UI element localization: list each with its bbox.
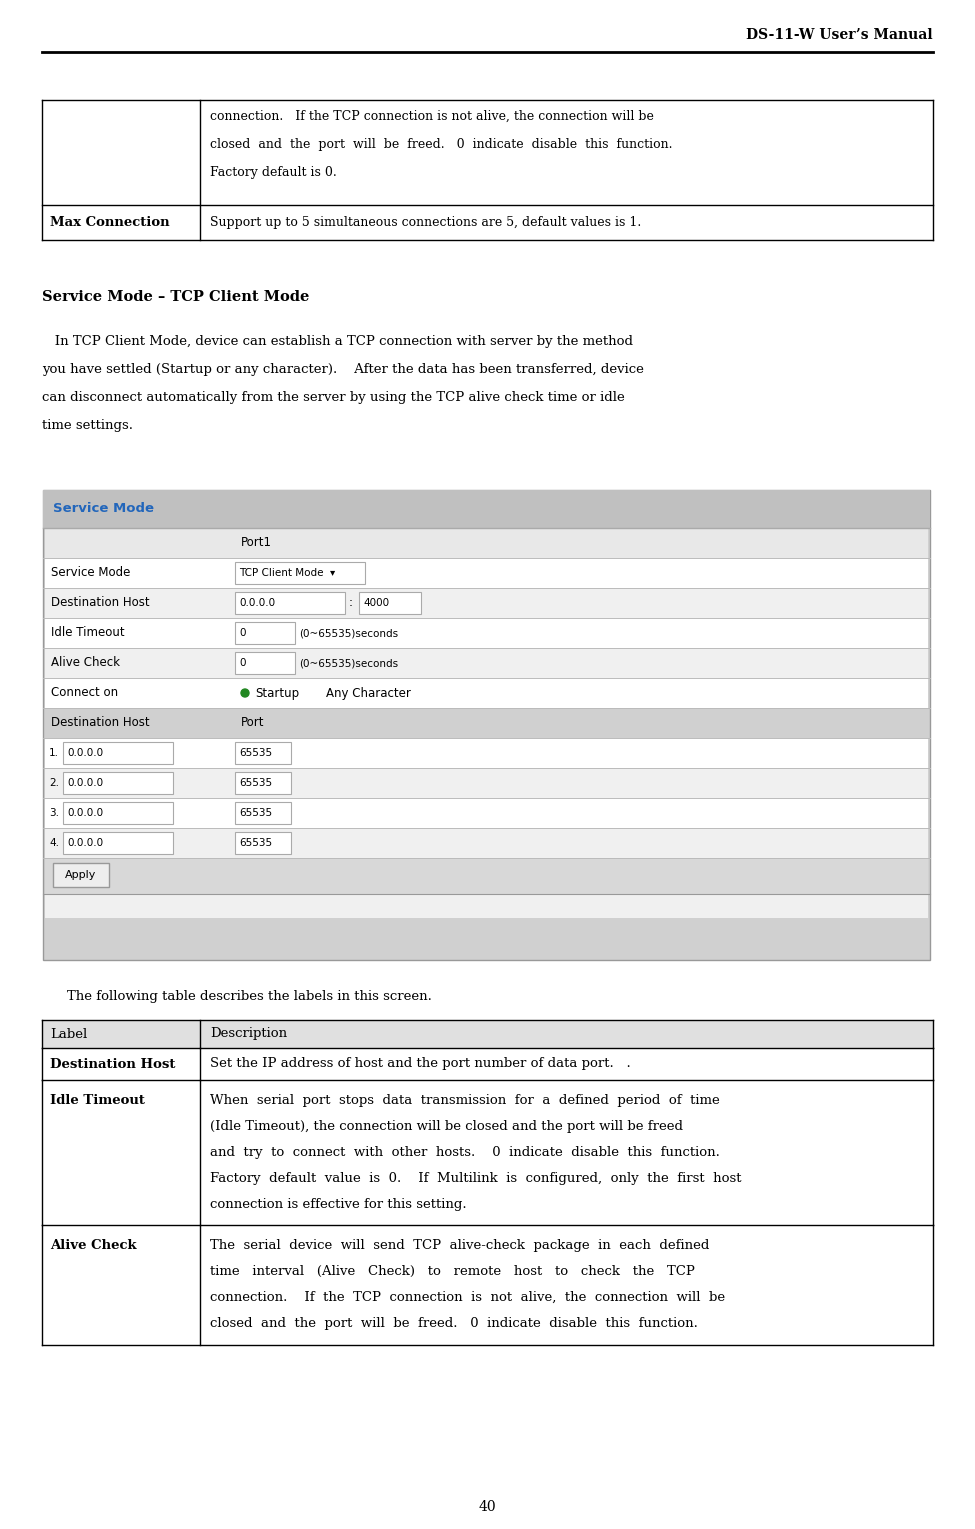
Text: Destination Host: Destination Host bbox=[51, 717, 149, 729]
Text: (0~65535)seconds: (0~65535)seconds bbox=[299, 628, 398, 638]
Text: 65535: 65535 bbox=[239, 838, 272, 849]
Text: Service Mode: Service Mode bbox=[51, 567, 131, 579]
Text: 0.0.0.0: 0.0.0.0 bbox=[67, 748, 103, 758]
Bar bbox=[235, 622, 295, 644]
Text: 65535: 65535 bbox=[239, 807, 272, 818]
Text: Alive Check: Alive Check bbox=[51, 656, 120, 670]
Bar bbox=[45, 528, 928, 917]
Text: Service Mode – TCP Client Mode: Service Mode – TCP Client Mode bbox=[42, 291, 309, 304]
Text: Alive Check: Alive Check bbox=[50, 1238, 136, 1252]
Bar bbox=[359, 592, 421, 615]
Text: 0: 0 bbox=[239, 657, 246, 668]
Text: 2.: 2. bbox=[49, 778, 59, 787]
Bar bbox=[235, 651, 295, 674]
Text: closed  and  the  port  will  be  freed.   0  indicate  disable  this  function.: closed and the port will be freed. 0 ind… bbox=[210, 1316, 698, 1330]
Text: Connect on: Connect on bbox=[51, 687, 118, 699]
Bar bbox=[45, 798, 928, 829]
Bar bbox=[63, 772, 173, 794]
Text: Apply: Apply bbox=[65, 870, 97, 881]
Text: connection is effective for this setting.: connection is effective for this setting… bbox=[210, 1199, 467, 1211]
Text: In TCP Client Mode, device can establish a TCP connection with server by the met: In TCP Client Mode, device can establish… bbox=[42, 335, 633, 349]
Text: Port1: Port1 bbox=[241, 537, 272, 549]
Text: Service Mode: Service Mode bbox=[53, 503, 154, 515]
Text: Set the IP address of host and the port number of data port.   .: Set the IP address of host and the port … bbox=[210, 1058, 631, 1070]
Text: 0.0.0.0: 0.0.0.0 bbox=[67, 807, 103, 818]
Text: Support up to 5 simultaneous connections are 5, default values is 1.: Support up to 5 simultaneous connections… bbox=[210, 216, 642, 229]
Text: 0.0.0.0: 0.0.0.0 bbox=[67, 778, 103, 787]
Bar bbox=[42, 1020, 933, 1047]
Text: The following table describes the labels in this screen.: The following table describes the labels… bbox=[67, 989, 432, 1003]
Bar bbox=[235, 563, 365, 584]
Bar bbox=[42, 205, 933, 240]
Text: Any Character: Any Character bbox=[326, 687, 410, 699]
Text: Factory default is 0.: Factory default is 0. bbox=[210, 167, 336, 179]
Text: :: : bbox=[349, 596, 353, 610]
Text: Port: Port bbox=[241, 717, 264, 729]
Bar bbox=[45, 739, 928, 768]
Text: Label: Label bbox=[50, 1027, 87, 1041]
Bar bbox=[45, 558, 928, 589]
Circle shape bbox=[241, 690, 249, 697]
Text: Idle Timeout: Idle Timeout bbox=[50, 1095, 145, 1107]
Text: and  try  to  connect  with  other  hosts.    0  indicate  disable  this  functi: and try to connect with other hosts. 0 i… bbox=[210, 1147, 720, 1159]
Text: time settings.: time settings. bbox=[42, 419, 133, 433]
Bar bbox=[53, 862, 109, 887]
Text: 0: 0 bbox=[239, 628, 246, 638]
Bar bbox=[63, 832, 173, 855]
Bar bbox=[235, 832, 291, 855]
Bar bbox=[45, 768, 928, 798]
Bar bbox=[235, 742, 291, 764]
Bar bbox=[235, 592, 345, 615]
Text: 4.: 4. bbox=[49, 838, 59, 849]
Text: connection.   If the TCP connection is not alive, the connection will be: connection. If the TCP connection is not… bbox=[210, 110, 654, 122]
Bar bbox=[43, 489, 930, 528]
Text: time   interval   (Alive   Check)   to   remote   host   to   check   the   TCP: time interval (Alive Check) to remote ho… bbox=[210, 1264, 695, 1278]
Text: can disconnect automatically from the server by using the TCP alive check time o: can disconnect automatically from the se… bbox=[42, 391, 625, 404]
Bar bbox=[45, 648, 928, 677]
Text: Idle Timeout: Idle Timeout bbox=[51, 627, 125, 639]
Text: When  serial  port  stops  data  transmission  for  a  defined  period  of  time: When serial port stops data transmission… bbox=[210, 1095, 720, 1107]
Text: Description: Description bbox=[210, 1027, 287, 1041]
Text: you have settled (Startup or any character).    After the data has been transfer: you have settled (Startup or any charact… bbox=[42, 362, 644, 376]
Text: closed  and  the  port  will  be  freed.   0  indicate  disable  this  function.: closed and the port will be freed. 0 ind… bbox=[210, 138, 673, 151]
Bar bbox=[43, 489, 930, 960]
Bar bbox=[63, 742, 173, 764]
Bar bbox=[45, 589, 928, 618]
Bar bbox=[235, 772, 291, 794]
Text: 65535: 65535 bbox=[239, 778, 272, 787]
Text: (0~65535)seconds: (0~65535)seconds bbox=[299, 657, 398, 668]
Bar bbox=[45, 829, 928, 858]
Text: 0.0.0.0: 0.0.0.0 bbox=[239, 598, 275, 609]
Text: Startup: Startup bbox=[255, 687, 299, 699]
Text: connection.    If  the  TCP  connection  is  not  alive,  the  connection  will : connection. If the TCP connection is not… bbox=[210, 1290, 725, 1304]
Text: 40: 40 bbox=[479, 1500, 496, 1514]
Text: The  serial  device  will  send  TCP  alive-check  package  in  each  defined: The serial device will send TCP alive-ch… bbox=[210, 1238, 710, 1252]
Bar bbox=[235, 803, 291, 824]
Bar bbox=[45, 618, 928, 648]
Bar bbox=[45, 677, 928, 708]
Text: 1.: 1. bbox=[49, 748, 59, 758]
Bar bbox=[63, 803, 173, 824]
Text: Max Connection: Max Connection bbox=[50, 216, 170, 229]
Text: Destination Host: Destination Host bbox=[51, 596, 149, 610]
Bar bbox=[45, 708, 928, 739]
Text: 0.0.0.0: 0.0.0.0 bbox=[67, 838, 103, 849]
Text: TCP Client Mode  ▾: TCP Client Mode ▾ bbox=[239, 567, 335, 578]
Bar bbox=[45, 528, 928, 558]
Text: 4000: 4000 bbox=[363, 598, 389, 609]
Text: 3.: 3. bbox=[49, 807, 59, 818]
Text: Factory  default  value  is  0.    If  Multilink  is  configured,  only  the  fi: Factory default value is 0. If Multilink… bbox=[210, 1173, 742, 1185]
Text: 65535: 65535 bbox=[239, 748, 272, 758]
Text: (Idle Timeout), the connection will be closed and the port will be freed: (Idle Timeout), the connection will be c… bbox=[210, 1121, 683, 1133]
Bar bbox=[45, 858, 928, 894]
Text: Destination Host: Destination Host bbox=[50, 1058, 176, 1070]
Text: DS-11-W User’s Manual: DS-11-W User’s Manual bbox=[747, 28, 933, 41]
